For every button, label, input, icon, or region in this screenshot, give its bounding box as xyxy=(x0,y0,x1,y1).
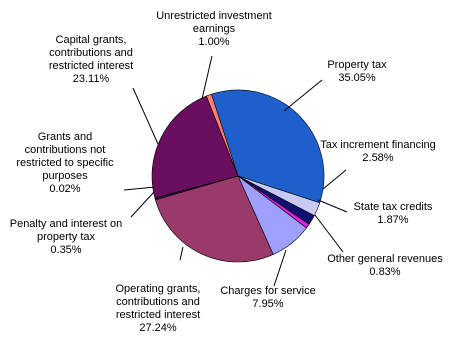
slice-value-label: 2.58% xyxy=(362,152,393,164)
leader-line xyxy=(273,249,287,287)
leader-line xyxy=(179,246,184,261)
slice-name-label: Other general revenues xyxy=(327,253,443,265)
slice-label: Operating grants, contributions and restri… xyxy=(116,283,201,334)
slice-name-label: restricted to specific xyxy=(16,157,114,169)
slice-label: Grants and contributions not restricted to… xyxy=(16,131,114,195)
slice-name-label: property tax xyxy=(37,231,96,243)
leader-lines xyxy=(123,55,348,287)
leader-line xyxy=(132,87,159,145)
leader-line xyxy=(314,214,344,253)
slice-name-label: State tax credits xyxy=(354,201,433,213)
slice-name-label: Tax increment financing xyxy=(320,139,436,151)
pie-slice xyxy=(155,175,274,263)
slice-name-label: Charges for service xyxy=(220,285,315,297)
pie-slice xyxy=(211,89,325,204)
leader-line xyxy=(130,191,155,218)
leader-line xyxy=(201,55,213,100)
leader-line xyxy=(283,79,323,112)
slice-name-label: Unrestricted investment xyxy=(156,10,272,22)
slice-value-label: 27.24% xyxy=(139,322,177,334)
leader-line xyxy=(317,199,348,213)
slice-labels: Property tax 35.05% Tax increment financin… xyxy=(10,10,444,334)
slice-value-label: 0.35% xyxy=(50,244,81,256)
slice-value-label: 23.11% xyxy=(73,73,110,85)
slice-name-label: restricted interest xyxy=(116,309,200,321)
slice-name-label: Penalty and interest on xyxy=(10,218,123,230)
slice-label: Unrestricted investment earnings 1.00% xyxy=(156,10,272,48)
slice-label: State tax credits 1.87% xyxy=(354,201,433,226)
pie-slices xyxy=(151,89,325,263)
slice-name-label: earnings xyxy=(193,23,236,35)
pie-slice xyxy=(205,93,239,177)
slice-value-label: 1.87% xyxy=(377,214,408,226)
slice-label: Charges for service 7.95% xyxy=(220,285,315,310)
slice-label: Other general revenues 0.83% xyxy=(327,253,443,278)
slice-name-label: Operating grants, xyxy=(116,283,201,295)
slice-label: Capital grants, contributions and restrict… xyxy=(49,34,133,85)
slice-value-label: 0.83% xyxy=(369,266,400,278)
slice-name-label: contributions and xyxy=(116,296,200,308)
leader-line xyxy=(123,186,156,191)
leader-line xyxy=(322,169,347,190)
slice-name-label: Grants and xyxy=(38,131,92,143)
slice-name-label: contributions not xyxy=(25,144,106,156)
slice-value-label: 1.00% xyxy=(198,36,229,48)
slice-label: Tax increment financing 2.58% xyxy=(320,139,436,164)
slice-value-label: 7.95% xyxy=(252,298,283,310)
slice-value-label: 35.05% xyxy=(338,72,376,84)
slice-name-label: Property tax xyxy=(327,59,387,71)
slice-name-label: purposes xyxy=(42,170,88,182)
slice-name-label: restricted interest xyxy=(49,60,133,72)
slice-name-label: Capital grants, xyxy=(56,34,127,46)
slice-value-label: 0.02% xyxy=(49,183,80,195)
slice-label: Penalty and interest on property tax 0.35% xyxy=(10,218,123,256)
slice-name-label: contributions and xyxy=(49,47,133,59)
slice-label: Property tax 35.05% xyxy=(327,59,387,84)
